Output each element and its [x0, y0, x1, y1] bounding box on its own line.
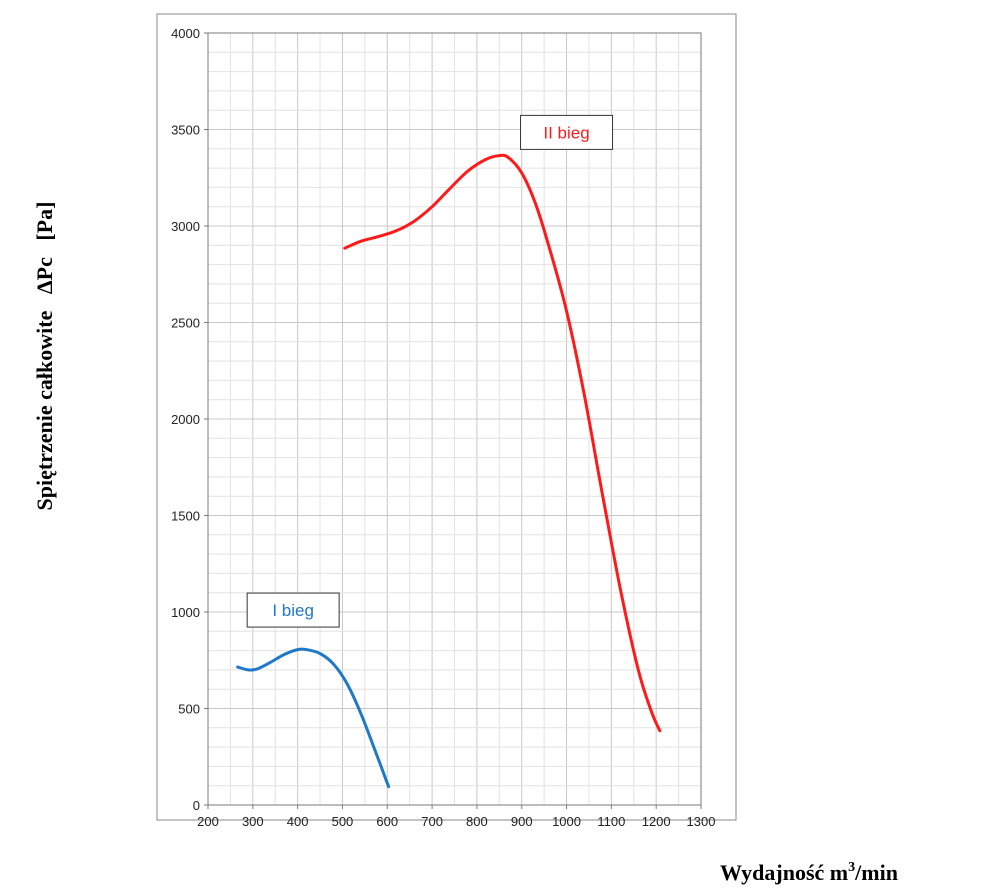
- series-lines: [236, 153, 662, 789]
- grid: [207, 32, 702, 806]
- series-line-2: [343, 153, 662, 733]
- y-tick-label: 3500: [171, 123, 200, 138]
- series-label-1: I bieg: [272, 601, 314, 620]
- x-tick-label: 200: [197, 814, 219, 829]
- series-line-1: [236, 647, 391, 789]
- x-tick-label: 300: [242, 814, 264, 829]
- y-tick-label: 1500: [171, 509, 200, 524]
- series-labels: I bieg II bieg: [246, 114, 614, 628]
- y-tick-label: 3000: [171, 219, 200, 234]
- x-tick-label: 500: [332, 814, 354, 829]
- y-axis-ticks: 0 500 1000 1500 2000 2500 3000 3500 4000: [171, 26, 208, 813]
- y-tick-label: 1000: [171, 605, 200, 620]
- y-axis-label: Spiętrzenie całkowite ΔPc [Pa]: [32, 202, 57, 511]
- y-tick-label: 4000: [171, 26, 200, 41]
- y-tick-label: 2000: [171, 412, 200, 427]
- series-label-box-1: [246, 592, 340, 628]
- y-tick-label: 2500: [171, 316, 200, 331]
- x-tick-label: 1200: [642, 814, 671, 829]
- x-tick-label: 700: [421, 814, 443, 829]
- x-tick-label: 1300: [687, 814, 716, 829]
- x-axis-ticks: 200 300 400 500 600 700 800 900 1000 1100 1200 1300: [197, 805, 715, 829]
- x-tick-label: 1000: [552, 814, 581, 829]
- x-tick-label: 800: [466, 814, 488, 829]
- x-tick-label: 900: [511, 814, 533, 829]
- series-label-box-2: [520, 114, 614, 150]
- x-tick-label: 1100: [597, 814, 625, 829]
- x-tick-label: 600: [376, 814, 398, 829]
- chart-frame: [156, 13, 737, 821]
- x-tick-label: 400: [287, 814, 309, 829]
- y-tick-label: 0: [193, 798, 200, 813]
- series-label-2: II bieg: [543, 123, 589, 142]
- x-axis-label: Wydajność m3/min: [720, 860, 898, 885]
- y-tick-label: 500: [178, 702, 200, 717]
